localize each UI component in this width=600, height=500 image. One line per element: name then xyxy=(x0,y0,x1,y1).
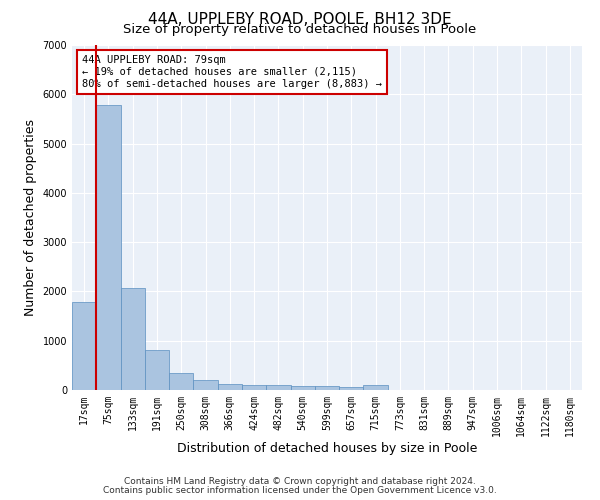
Y-axis label: Number of detached properties: Number of detached properties xyxy=(24,119,37,316)
Bar xyxy=(364,384,388,390)
Bar xyxy=(169,374,193,390)
Bar xyxy=(121,288,145,390)
Bar xyxy=(145,350,169,390)
Bar xyxy=(242,384,266,390)
Bar xyxy=(218,384,242,390)
Text: Contains HM Land Registry data © Crown copyright and database right 2024.: Contains HM Land Registry data © Crown c… xyxy=(124,477,476,486)
Bar xyxy=(266,385,290,390)
Bar xyxy=(96,105,121,390)
Bar xyxy=(290,386,315,390)
Text: 44A UPPLEBY ROAD: 79sqm
← 19% of detached houses are smaller (2,115)
80% of semi: 44A UPPLEBY ROAD: 79sqm ← 19% of detache… xyxy=(82,56,382,88)
Text: Size of property relative to detached houses in Poole: Size of property relative to detached ho… xyxy=(124,22,476,36)
Bar xyxy=(193,380,218,390)
Bar xyxy=(339,387,364,390)
Text: 44A, UPPLEBY ROAD, POOLE, BH12 3DE: 44A, UPPLEBY ROAD, POOLE, BH12 3DE xyxy=(148,12,452,28)
Text: Contains public sector information licensed under the Open Government Licence v3: Contains public sector information licen… xyxy=(103,486,497,495)
Bar xyxy=(315,386,339,390)
X-axis label: Distribution of detached houses by size in Poole: Distribution of detached houses by size … xyxy=(177,442,477,454)
Bar xyxy=(72,302,96,390)
